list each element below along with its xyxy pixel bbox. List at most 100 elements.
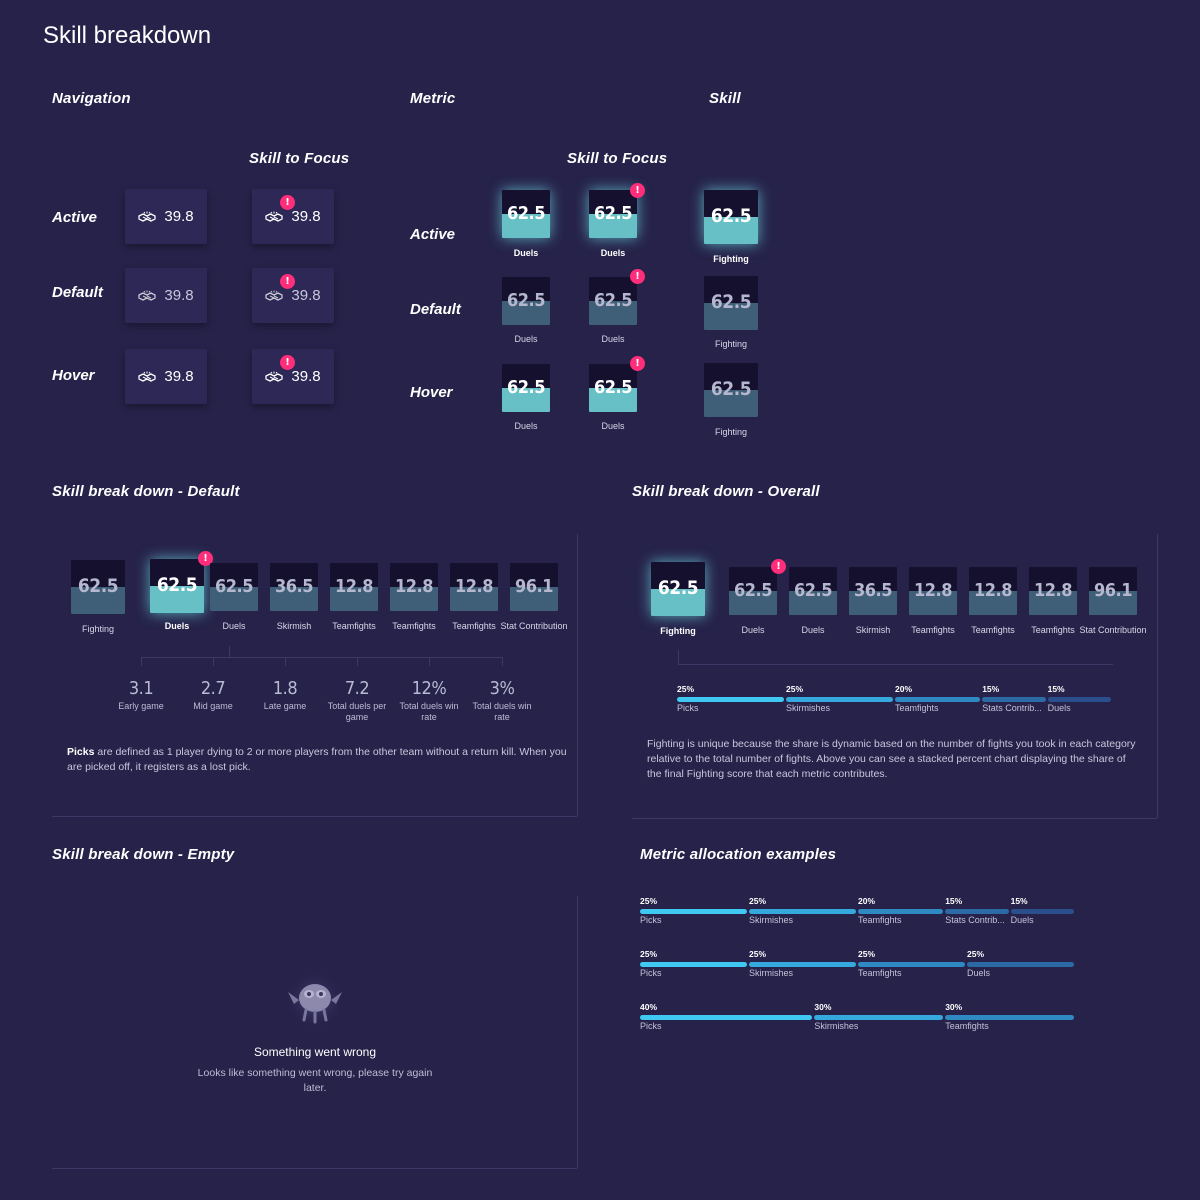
segment-percent: 25% xyxy=(858,949,876,959)
stacked-bar-segment xyxy=(1010,909,1074,914)
metric-tile-value: 62.5 xyxy=(507,377,545,398)
nav-button-value: 39.8 xyxy=(164,368,194,385)
breakdown-tile[interactable]: 62.5 xyxy=(789,567,837,615)
stacked-bar-segment xyxy=(945,1015,1074,1020)
segment-percent: 15% xyxy=(982,684,1000,694)
segment-label: Duels xyxy=(1010,915,1034,925)
sub-stat: 3.1 Early game xyxy=(106,678,176,712)
breakdown-tile[interactable]: 36.5 xyxy=(849,567,897,615)
breakdown-default-heading: Skill break down - Default xyxy=(52,483,240,500)
skill-tile-default[interactable]: 62.5 xyxy=(704,276,758,330)
breakdown-tile[interactable]: 62.5 xyxy=(150,559,204,613)
nav-button-focus-default[interactable]: 39.8 ! xyxy=(252,268,334,323)
breakdown-tile[interactable]: 12.8 xyxy=(969,567,1017,615)
stacked-bar-segment xyxy=(895,697,981,702)
picks-definition: are defined as 1 player dying to 2 or mo… xyxy=(67,746,567,773)
panel-divider xyxy=(577,534,578,816)
tree-connector xyxy=(678,664,1113,665)
segment-percent: 25% xyxy=(640,896,658,906)
metric-tile-default[interactable]: 62.5 xyxy=(502,277,550,325)
alert-icon: ! xyxy=(630,269,645,284)
sub-stat-label: Total duels win rate xyxy=(472,701,532,722)
breakdown-tile-value: 36.5 xyxy=(275,576,313,597)
metric-tile-value: 62.5 xyxy=(594,203,632,224)
nav-button-default[interactable]: 39.8 xyxy=(125,268,207,323)
sub-stat: 7.2 Total duels per game xyxy=(322,678,392,723)
segment-label: Picks xyxy=(640,968,662,978)
breakdown-tile[interactable]: 12.8 xyxy=(330,563,378,611)
nav-button-hover[interactable]: 39.8 xyxy=(125,349,207,404)
alert-icon: ! xyxy=(280,355,295,370)
breakdown-tile[interactable]: 12.8 xyxy=(1029,567,1077,615)
breakdown-tile-value: 12.8 xyxy=(335,576,373,597)
breakdown-tile-value: 96.1 xyxy=(515,576,553,597)
breakdown-tile[interactable]: 62.5 xyxy=(729,567,777,615)
segment-percent: 25% xyxy=(640,949,658,959)
breakdown-tile[interactable]: 62.5 xyxy=(71,560,125,614)
metric-tile-active[interactable]: 62.5 xyxy=(502,190,550,238)
segment-percent: 15% xyxy=(945,896,963,906)
stacked-bar-segment xyxy=(858,962,965,967)
breakdown-tile[interactable]: 12.8 xyxy=(450,563,498,611)
tile-fill xyxy=(510,587,558,611)
error-illustration-icon xyxy=(282,970,348,1030)
nav-button-focus-hover[interactable]: 39.8 ! xyxy=(252,349,334,404)
tree-connector xyxy=(229,646,230,657)
breakdown-tile[interactable]: 12.8 xyxy=(390,563,438,611)
sub-stat: 12% Total duels win rate xyxy=(394,678,464,723)
breakdown-tile[interactable]: 12.8 xyxy=(909,567,957,615)
breakdown-tile[interactable]: 36.5 xyxy=(270,563,318,611)
skill-tile-active[interactable]: 62.5 xyxy=(704,190,758,244)
breakdown-tile[interactable]: 96.1 xyxy=(510,563,558,611)
breakdown-tile-value: 62.5 xyxy=(794,580,832,601)
sub-stat: 2.7 Mid game xyxy=(178,678,248,712)
nav-button-value: 39.8 xyxy=(164,208,194,225)
breakdown-tile-caption: Duels xyxy=(801,625,825,635)
breakdown-tile-caption: Skirmish xyxy=(855,625,891,635)
panel-divider xyxy=(632,818,1157,819)
tree-connector xyxy=(285,657,286,666)
segment-label: Picks xyxy=(640,915,662,925)
error-title: Something went wrong xyxy=(253,1045,377,1059)
nav-state-default-label: Default xyxy=(52,284,103,301)
metric-skill-to-focus-heading: Skill to Focus xyxy=(567,150,668,167)
stacked-bar-segment xyxy=(749,909,856,914)
alert-icon: ! xyxy=(630,356,645,371)
metric-tile-hover[interactable]: 62.5 xyxy=(502,364,550,412)
nav-button-active[interactable]: 39.8 xyxy=(125,189,207,244)
nav-button-value: 39.8 xyxy=(291,368,321,385)
sub-stat-value: 1.8 xyxy=(272,678,298,699)
sub-stat-value: 12% xyxy=(411,678,447,699)
tree-connector xyxy=(141,657,503,658)
skill-tile-hover[interactable]: 62.5 xyxy=(704,363,758,417)
breakdown-tile-value: 62.5 xyxy=(734,580,772,601)
tile-fill xyxy=(909,591,957,615)
metric-tile-focus-active[interactable]: 62.5 xyxy=(589,190,637,238)
breakdown-tile-value: 62.5 xyxy=(77,575,119,597)
breakdown-tile-value: 12.8 xyxy=(1034,580,1072,601)
nav-button-focus-active[interactable]: 39.8 ! xyxy=(252,189,334,244)
breakdown-tile[interactable]: 62.5 xyxy=(210,563,258,611)
breakdown-tile-value: 62.5 xyxy=(657,577,699,599)
metric-state-default-label: Default xyxy=(410,301,461,318)
metric-tile-focus-hover[interactable]: 62.5 xyxy=(589,364,637,412)
skill-tile-caption: Fighting xyxy=(713,254,749,264)
segment-percent: 30% xyxy=(814,1002,832,1012)
stacked-bar-segment xyxy=(858,909,944,914)
breakdown-tile-caption: Teamfights xyxy=(1031,625,1075,635)
handshake-icon xyxy=(138,211,156,223)
handshake-icon xyxy=(265,290,283,302)
metric-tile-focus-default[interactable]: 62.5 xyxy=(589,277,637,325)
segment-percent: 25% xyxy=(749,949,767,959)
stacked-bar-segment xyxy=(945,909,1009,914)
breakdown-tile[interactable]: 62.5 xyxy=(651,562,705,616)
breakdown-tile-caption: Teamfights xyxy=(971,625,1015,635)
tile-fill xyxy=(210,587,258,611)
alert-icon: ! xyxy=(630,183,645,198)
skill-heading: Skill xyxy=(709,90,741,107)
skill-tile-value: 62.5 xyxy=(710,378,752,400)
sub-stat-value: 7.2 xyxy=(344,678,370,699)
metric-tile-value: 62.5 xyxy=(594,377,632,398)
breakdown-tile[interactable]: 96.1 xyxy=(1089,567,1137,615)
stacked-bar-segment xyxy=(1047,697,1111,702)
